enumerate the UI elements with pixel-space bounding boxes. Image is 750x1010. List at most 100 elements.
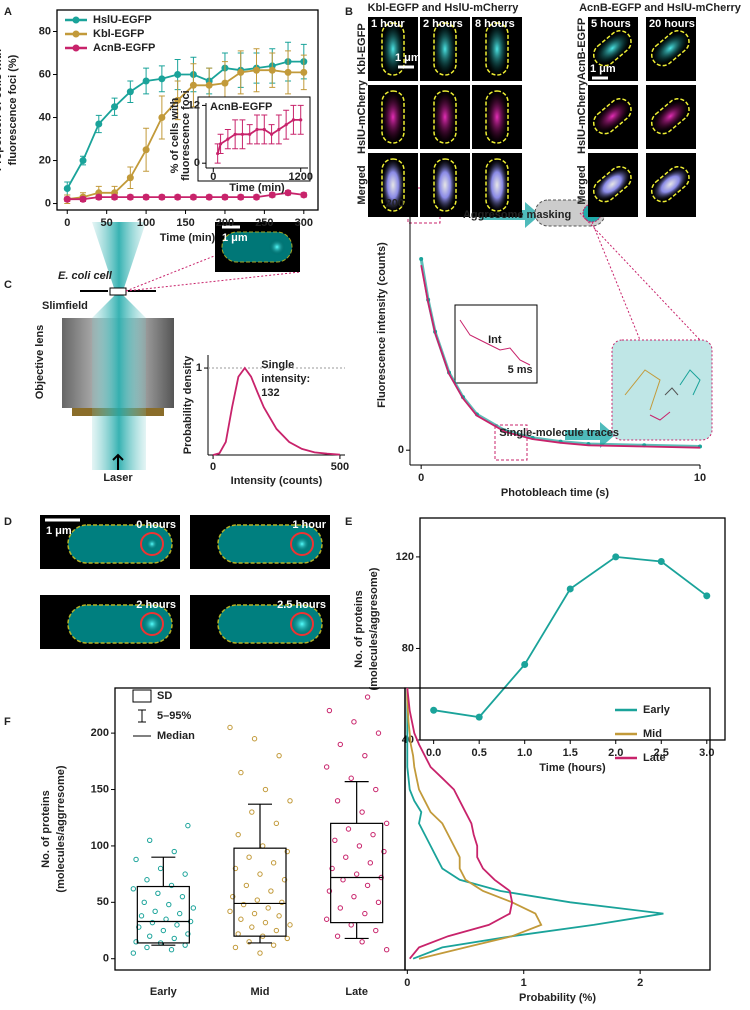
- point: [284, 935, 290, 942]
- point: [182, 942, 188, 948]
- point: [281, 877, 288, 883]
- point: [179, 893, 186, 900]
- point: [246, 939, 252, 945]
- label: AcnB-EGFP and HslU-mCherry: [579, 2, 742, 14]
- point: [157, 865, 164, 872]
- point: [265, 905, 271, 911]
- label: 1 μm: [590, 63, 616, 75]
- trace-box: [611, 339, 713, 441]
- point: [95, 120, 103, 128]
- series-line: [406, 688, 664, 960]
- point: [230, 893, 236, 900]
- label: Kbl-EGFP and HslU-mCherry: [368, 2, 520, 14]
- x-tick-label: 0: [210, 461, 216, 473]
- point: [343, 854, 349, 860]
- y-tick-label: 0: [103, 953, 109, 965]
- point: [332, 837, 338, 843]
- y-axis-label: (molecules/aggresome): [368, 567, 380, 690]
- point: [126, 174, 134, 182]
- cell-outline: [592, 166, 632, 203]
- point: [126, 193, 134, 201]
- point: [364, 882, 371, 889]
- label: E: [345, 516, 352, 528]
- point: [255, 127, 259, 132]
- point: [218, 142, 223, 146]
- point: [657, 557, 665, 565]
- label: Merged: [576, 165, 588, 204]
- point: [221, 79, 229, 87]
- roi: [290, 532, 314, 556]
- point: [383, 820, 390, 827]
- cell-body: [651, 98, 690, 134]
- point: [703, 592, 711, 600]
- point: [340, 877, 346, 883]
- point: [351, 719, 357, 725]
- cell-outline: [485, 158, 509, 212]
- point: [142, 146, 150, 154]
- point: [168, 946, 175, 953]
- point: [233, 132, 237, 136]
- label: 5 hours: [591, 18, 631, 30]
- label: 2 hours: [136, 599, 176, 611]
- legend-marker: [72, 16, 80, 24]
- y-axis-label: Proportion of cells with: [0, 49, 4, 172]
- point: [381, 848, 387, 855]
- axes-frame: [404, 687, 711, 971]
- y-tick-label: 0: [45, 197, 51, 209]
- point: [430, 706, 438, 714]
- point: [133, 939, 139, 945]
- y-tick-label: 60: [39, 68, 51, 80]
- point: [189, 81, 197, 89]
- point: [190, 905, 197, 911]
- y-tick-label: 50: [97, 896, 109, 908]
- point: [146, 933, 153, 939]
- y-tick-label: 100: [91, 840, 109, 852]
- cell-outline: [485, 22, 509, 76]
- x-tick-label: 300: [295, 217, 313, 229]
- point: [273, 820, 280, 827]
- point: [268, 191, 276, 199]
- aggresome: [290, 612, 314, 636]
- point: [262, 786, 269, 793]
- x-tick-label: 2: [637, 977, 643, 989]
- point: [158, 193, 166, 201]
- y-tick-label: 0: [194, 157, 200, 169]
- aggresome: [269, 239, 285, 255]
- label: 1 hour: [292, 519, 326, 531]
- point: [383, 946, 390, 953]
- point: [149, 919, 156, 926]
- cell: [592, 98, 632, 135]
- chart-title: AcnB-EGFP: [210, 101, 272, 113]
- legend-label: Late: [643, 752, 666, 764]
- point: [273, 927, 280, 934]
- label: D: [4, 516, 12, 528]
- x-tick-label: 1.0: [517, 747, 532, 759]
- point: [362, 910, 368, 917]
- point: [189, 193, 197, 201]
- point: [248, 132, 252, 136]
- label: A: [4, 6, 12, 18]
- point: [237, 68, 245, 76]
- label: B: [345, 6, 353, 18]
- point: [232, 944, 239, 951]
- point: [235, 931, 241, 937]
- point: [475, 713, 483, 721]
- point: [279, 899, 285, 906]
- cell: [592, 30, 632, 67]
- cell: [381, 22, 405, 76]
- point: [329, 865, 335, 872]
- point: [174, 922, 180, 928]
- point: [356, 843, 363, 849]
- y-tick-label: 200: [91, 727, 109, 739]
- cell-body: [486, 91, 508, 143]
- roi: [140, 532, 164, 556]
- point: [276, 752, 282, 759]
- zoom-trace: [459, 319, 531, 366]
- point: [185, 931, 191, 937]
- y-axis-label: fluorescence foci (%): [7, 54, 19, 165]
- point: [238, 916, 244, 922]
- point: [359, 809, 365, 815]
- cell-body: [593, 98, 632, 134]
- y-axis-label: % of cells with: [169, 97, 181, 173]
